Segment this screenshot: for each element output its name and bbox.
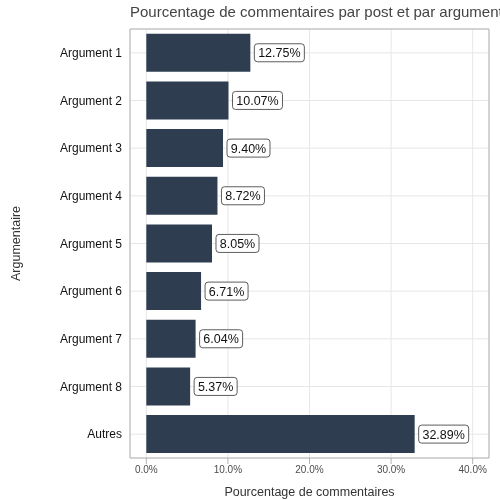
svg-text:9.40%: 9.40%	[231, 142, 266, 156]
svg-text:8.05%: 8.05%	[220, 237, 255, 251]
svg-text:8.72%: 8.72%	[225, 189, 260, 203]
svg-text:10.0%: 10.0%	[214, 464, 242, 475]
svg-text:Pourcentage de commentaires: Pourcentage de commentaires	[224, 485, 394, 499]
svg-text:0.0%: 0.0%	[135, 464, 158, 475]
svg-text:5.37%: 5.37%	[198, 380, 233, 394]
svg-text:Argument 8: Argument 8	[60, 380, 122, 394]
svg-text:10.07%: 10.07%	[236, 94, 278, 108]
svg-text:12.75%: 12.75%	[258, 46, 300, 60]
svg-text:Argument 3: Argument 3	[60, 141, 122, 155]
svg-text:6.71%: 6.71%	[209, 285, 244, 299]
svg-text:Argument 1: Argument 1	[60, 46, 122, 60]
svg-text:40.0%: 40.0%	[459, 464, 487, 475]
svg-text:32.89%: 32.89%	[422, 428, 464, 442]
svg-text:Argument 6: Argument 6	[60, 284, 122, 298]
svg-text:20.0%: 20.0%	[295, 464, 323, 475]
svg-text:30.0%: 30.0%	[377, 464, 405, 475]
svg-text:Argument 5: Argument 5	[60, 237, 122, 251]
svg-text:6.04%: 6.04%	[203, 332, 238, 346]
svg-text:Argument 7: Argument 7	[60, 332, 122, 346]
svg-text:Argument 4: Argument 4	[60, 189, 122, 203]
svg-text:Argumentaire: Argumentaire	[9, 206, 23, 281]
svg-text:Argument 2: Argument 2	[60, 94, 122, 108]
svg-text:Autres: Autres	[87, 427, 122, 441]
